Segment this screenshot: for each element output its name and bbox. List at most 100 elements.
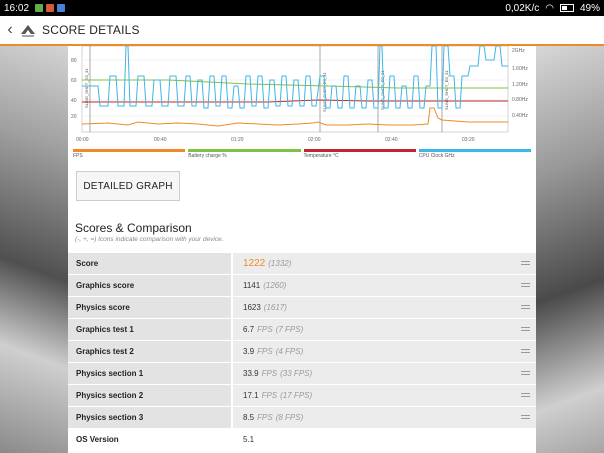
performance-chart[interactable]: 80 60 40 20 2GHz 1.60Hz 1.20Hz 0.80Hz 0.… [68,46,536,159]
row-label: Graphics score [68,275,233,296]
temperature-series [82,99,508,103]
status-bar: 16:02 0,02K/c ◠ 49% [0,0,604,16]
row-value: 3.9 FPS (4 FPS) [233,341,536,362]
legend-swatch [73,149,186,152]
row-label: OS Version [68,429,233,450]
x-tick: 01:20 [231,137,244,143]
scores-table: Score 1222 (1332) Graphics score 1141 (1… [68,253,536,451]
compare-value: (8 FPS) [275,413,304,422]
row-value: 1222 (1332) [233,253,536,274]
equal-icon [521,415,530,421]
equal-icon [521,327,530,333]
table-row[interactable]: Physics section 2 17.1 FPS (17 FPS) [68,385,536,407]
row-value: 6.7 FPS (7 FPS) [233,319,536,340]
unit: FPS [261,391,278,400]
battery-series [82,79,508,89]
equal-icon [521,305,530,311]
back-icon[interactable]: ‹ [7,21,13,38]
message-icon [57,4,66,12]
equal-icon [521,393,530,399]
scores-section-subtitle: (-, +, =) Icons indicate comparison with… [75,236,224,243]
app-notification-icon [46,4,55,12]
row-label: Physics section 2 [68,385,233,406]
legend-label: FPS [73,153,83,159]
legend-swatch [188,149,301,152]
content-panel: 80 60 40 20 2GHz 1.60Hz 1.20Hz 0.80Hz 0.… [68,46,536,453]
score-value: 6.7 [243,325,255,334]
table-row: OS Version 5.1 [68,429,536,451]
row-value: 5.1 [233,429,536,450]
compare-value: (4 FPS) [275,347,304,356]
x-tick: 02:40 [385,137,398,143]
os-version-value: 5.1 [243,435,255,444]
table-row[interactable]: Graphics test 2 3.9 FPS (4 FPS) [68,341,536,363]
compare-value: (17 FPS) [280,391,313,400]
chart-svg: 80 60 40 20 2GHz 1.60Hz 1.20Hz 0.80Hz 0.… [71,46,528,143]
legend-temperature: Temperature °C [303,149,416,159]
battery-icon [559,4,574,12]
table-row[interactable]: Physics section 1 33.9 FPS (33 FPS) [68,363,536,385]
y-tick-left: 60 [71,78,77,84]
table-row[interactable]: Physics score 1623 (1617) [68,297,536,319]
equal-icon [521,371,530,377]
table-row[interactable]: Graphics score 1141 (1260) [68,275,536,297]
row-value: 1141 (1260) [233,275,536,296]
background-right [536,42,604,453]
row-label: Physics section 3 [68,407,233,428]
app-bar: ‹ SCORE DETAILS [0,16,604,46]
fps-series [81,107,508,127]
row-value: 1623 (1617) [233,297,536,318]
row-value: 33.9 FPS (33 FPS) [233,363,536,384]
row-label: Graphics test 1 [68,319,233,340]
row-value: 17.1 FPS (17 FPS) [233,385,536,406]
score-value: 1623 [243,303,261,312]
legend-label: Temperature °C [303,153,339,159]
table-row[interactable]: Score 1222 (1332) [68,253,536,275]
table-row[interactable]: Physics section 3 8.5 FPS (8 FPS) [68,407,536,429]
legend-cpu-clock: CPU Clock GHz [418,149,531,159]
wifi-icon: ◠ [545,2,554,14]
equal-icon [521,349,530,355]
battery-level: 49% [579,2,600,14]
x-tick: 03:20 [462,137,475,143]
unit: FPS [261,369,278,378]
unit: FPS [257,347,273,356]
net-speed: 0,02K/c [505,2,540,14]
unit: FPS [257,413,273,422]
compare-value: (1260) [263,281,287,290]
y-tick-left: 80 [71,58,77,64]
y-tick-left: 20 [71,114,77,120]
3dmark-logo-icon [21,25,35,37]
unit: FPS [257,325,273,334]
y-tick-right: 1.60Hz [512,66,528,72]
row-label: Graphics test 2 [68,341,233,362]
compare-value: (1617) [263,303,287,312]
background-left [0,42,68,453]
legend-battery: Battery charge % [188,149,301,159]
y-tick-right: 1.20Hz [512,82,528,88]
y-tick-right: 2GHz [512,48,525,54]
score-value: 3.9 [243,347,255,356]
marker-label: SLING_SHOT_ES_31 [84,68,89,108]
marker-label: SLING_SHOT_ES_31 [380,70,385,110]
legend-label: Battery charge % [188,153,227,159]
compare-value: (1332) [268,259,292,268]
x-tick: 02:00 [308,137,321,143]
row-label: Physics score [68,297,233,318]
page-title: SCORE DETAILS [42,23,140,37]
row-label: Physics section 1 [68,363,233,384]
row-value: 8.5 FPS (8 FPS) [233,407,536,428]
scores-section-title: Scores & Comparison [75,221,192,235]
equal-icon [521,283,530,289]
legend-swatch [303,149,416,152]
legend-fps: FPS [73,149,186,159]
chart-legend: FPS Battery charge % Temperature °C CPU … [73,149,531,159]
x-tick: 00:40 [154,137,167,143]
detailed-graph-button[interactable]: DETAILED GRAPH [76,171,180,201]
notification-icon [35,4,44,12]
legend-label: CPU Clock GHz [418,153,455,159]
compare-value: (33 FPS) [280,369,313,378]
y-tick-right: 0.40Hz [512,113,528,119]
status-time: 16:02 [4,2,30,14]
table-row[interactable]: Graphics test 1 6.7 FPS (7 FPS) [68,319,536,341]
